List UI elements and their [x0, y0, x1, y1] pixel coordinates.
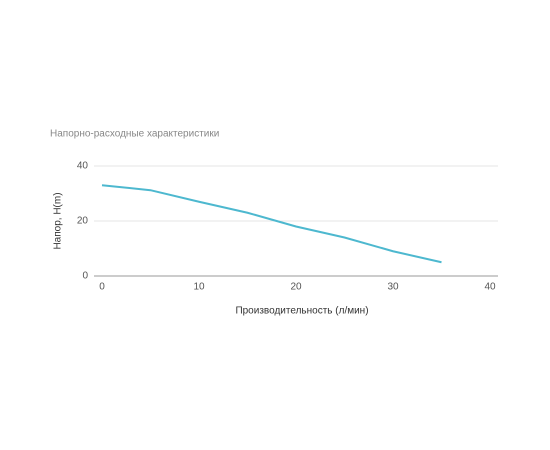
y-tick-label: 0 [82, 271, 88, 282]
y-tick-label: 40 [77, 161, 89, 172]
x-axis-label: Производительность (л/мин) [235, 306, 368, 317]
x-tick-label: 10 [193, 282, 205, 293]
x-tick-label: 0 [99, 282, 105, 293]
chart-title: Напорно-расходные характеристики [50, 129, 219, 140]
x-tick-label: 40 [484, 282, 496, 293]
data-line [101, 184, 442, 264]
y-axis-label: Напор, H(m) [53, 192, 64, 249]
x-tick-label: 20 [290, 282, 302, 293]
y-tick-label: 20 [77, 216, 89, 227]
x-tick-label: 30 [387, 282, 399, 293]
